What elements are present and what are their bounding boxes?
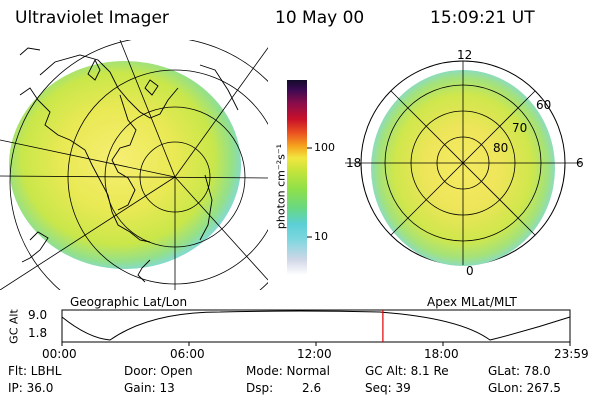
colorbar-tick-label: 10 bbox=[314, 230, 328, 243]
status-ip: IP: 36.0 bbox=[8, 381, 54, 395]
mlt-label-dusk: 18 bbox=[346, 156, 362, 170]
coastlines bbox=[19, 47, 239, 283]
status-mode: Mode: Normal bbox=[246, 364, 330, 378]
geo-meridian bbox=[119, 40, 176, 178]
status-filter: Flt: LBHL bbox=[8, 364, 62, 378]
status-gc-alt: GC Alt: 8.1 Re bbox=[365, 364, 449, 378]
timeline-ytick: 9.0 bbox=[28, 308, 48, 322]
aurora-image-geo bbox=[9, 61, 241, 269]
timeline-xtick: 00:00 bbox=[42, 347, 77, 361]
mlt-label-dawn: 6 bbox=[576, 156, 584, 170]
geo-meridian bbox=[0, 139, 176, 178]
colorbar-tick-label: 100 bbox=[314, 141, 335, 154]
right-panel-caption: Apex MLat/MLT bbox=[427, 295, 517, 309]
geo-meridian bbox=[0, 175, 268, 179]
mlt-diagonal bbox=[390, 90, 536, 236]
mlt-label-noon: 12 bbox=[457, 48, 473, 62]
status-glon: GLon: 267.5 bbox=[488, 381, 561, 395]
status-gain: Gain: 13 bbox=[124, 381, 175, 395]
geo-meridian bbox=[174, 47, 268, 178]
mlat-label-80: 80 bbox=[493, 141, 509, 155]
status-seq: Seq: 39 bbox=[365, 381, 411, 395]
timeline-xtick: 23:59 bbox=[554, 347, 589, 361]
mlat-label-70: 70 bbox=[512, 121, 528, 135]
app-title: Ultraviolet Imager bbox=[15, 8, 169, 28]
timeline-frame bbox=[61, 309, 571, 343]
left-panel-caption: Geographic Lat/Lon bbox=[70, 295, 188, 309]
colorbar-unit-label: photon cm⁻²s⁻¹ bbox=[274, 143, 288, 230]
timeline-xtick: 18:00 bbox=[424, 347, 459, 361]
date-label: 10 May 00 bbox=[275, 8, 365, 28]
status-dsp: Dsp: bbox=[246, 381, 274, 395]
status-glat: GLat: 78.0 bbox=[488, 364, 551, 378]
geographic-map bbox=[0, 40, 268, 290]
timeline-xtick: 06:00 bbox=[170, 347, 205, 361]
mlt-label-midnight: 0 bbox=[466, 264, 474, 278]
geo-meridian bbox=[174, 176, 268, 281]
magnetic-map bbox=[345, 60, 581, 266]
timeline-ytick: 1.8 bbox=[28, 326, 48, 340]
mlat-label-60: 60 bbox=[536, 98, 552, 112]
altitude-curve bbox=[61, 310, 571, 341]
timeline-xtick: 12:00 bbox=[297, 347, 332, 361]
geo-meridian bbox=[0, 176, 176, 290]
status-door: Door: Open bbox=[124, 364, 193, 378]
geo-lat-circle bbox=[9, 40, 268, 290]
timeline-ylabel: GC Alt bbox=[7, 309, 21, 344]
colorbar bbox=[287, 80, 307, 275]
status-dsp-value: 2.6 bbox=[302, 381, 322, 395]
time-label: 15:09:21 UT bbox=[430, 8, 535, 28]
timeline-ticks bbox=[61, 342, 571, 346]
